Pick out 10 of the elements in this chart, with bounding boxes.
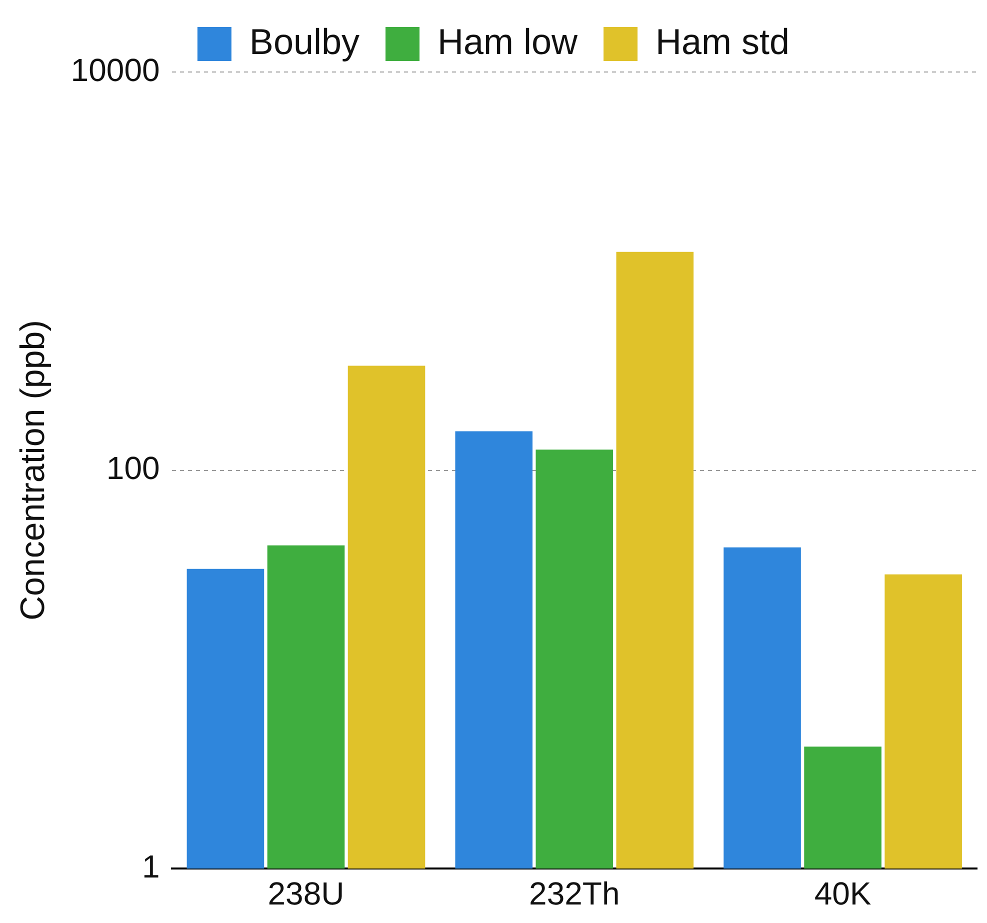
x-tick-label: 238U (268, 876, 344, 912)
y-axis-title: Concentration (ppb) (14, 320, 52, 621)
y-tick-label: 1 (142, 848, 160, 884)
y-tick-label: 10000 (70, 52, 160, 88)
legend-label: Ham low (438, 20, 579, 62)
legend-label: Boulby (249, 20, 360, 62)
legend-label: Ham std (656, 20, 790, 62)
y-tick-label: 100 (106, 450, 160, 486)
x-tick-label: 40K (814, 876, 872, 912)
x-tick-label: 232Th (529, 876, 620, 912)
